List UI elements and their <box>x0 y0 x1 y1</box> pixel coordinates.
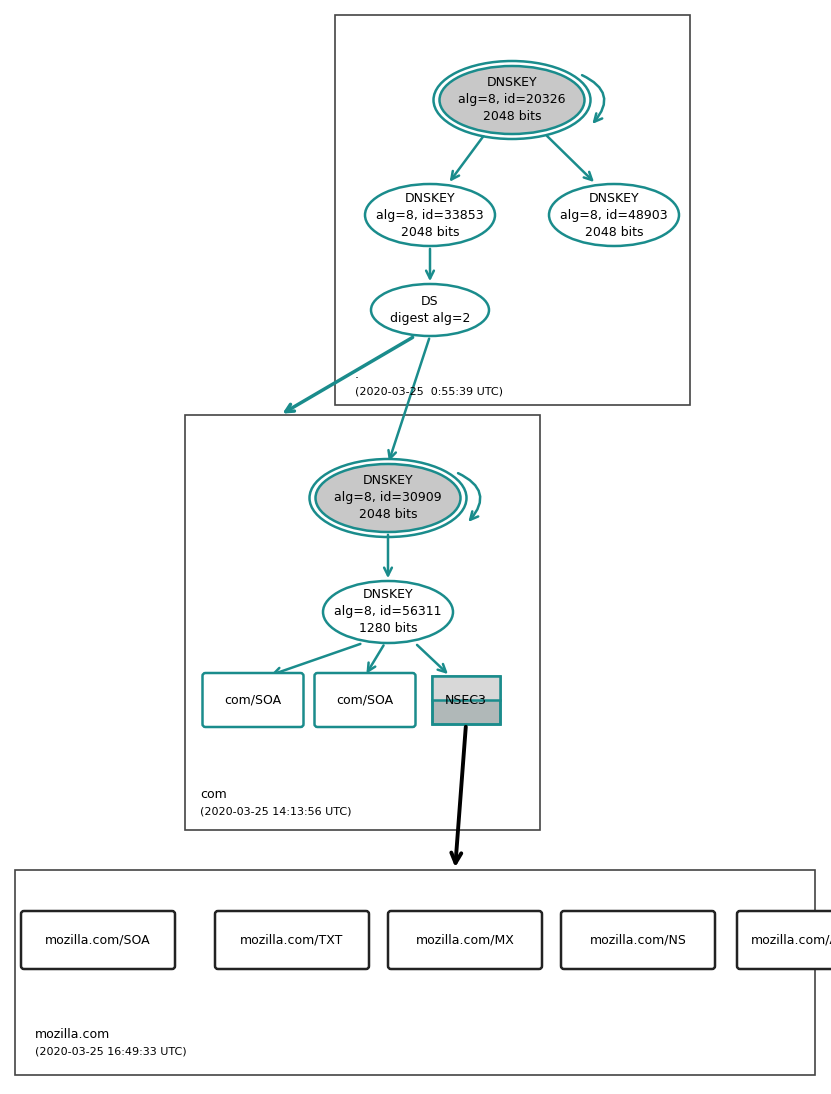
FancyBboxPatch shape <box>15 870 815 1075</box>
FancyBboxPatch shape <box>185 415 540 830</box>
Text: .: . <box>355 369 359 382</box>
FancyBboxPatch shape <box>314 673 416 728</box>
Text: DS
digest alg=2: DS digest alg=2 <box>390 295 470 325</box>
Text: com: com <box>200 789 227 802</box>
Text: mozilla.com/MX: mozilla.com/MX <box>416 933 514 946</box>
FancyBboxPatch shape <box>335 15 690 405</box>
Ellipse shape <box>365 184 495 246</box>
FancyBboxPatch shape <box>561 911 715 969</box>
Ellipse shape <box>440 66 584 133</box>
Text: DNSKEY
alg=8, id=56311
1280 bits: DNSKEY alg=8, id=56311 1280 bits <box>334 589 442 636</box>
Text: DNSKEY
alg=8, id=30909
2048 bits: DNSKEY alg=8, id=30909 2048 bits <box>334 475 442 522</box>
Text: DNSKEY
alg=8, id=48903
2048 bits: DNSKEY alg=8, id=48903 2048 bits <box>560 191 668 238</box>
FancyBboxPatch shape <box>432 676 500 724</box>
FancyBboxPatch shape <box>737 911 831 969</box>
FancyBboxPatch shape <box>432 676 500 700</box>
Text: mozilla.com/TXT: mozilla.com/TXT <box>240 933 344 946</box>
Text: NSEC3: NSEC3 <box>445 694 487 707</box>
FancyArrowPatch shape <box>582 75 604 121</box>
FancyArrowPatch shape <box>458 473 480 520</box>
Text: mozilla.com/NS: mozilla.com/NS <box>589 933 686 946</box>
Text: mozilla.com: mozilla.com <box>35 1028 111 1041</box>
Text: (2020-03-25 16:49:33 UTC): (2020-03-25 16:49:33 UTC) <box>35 1047 187 1057</box>
Ellipse shape <box>371 284 489 336</box>
Ellipse shape <box>323 581 453 643</box>
Text: com/SOA: com/SOA <box>224 694 282 707</box>
Ellipse shape <box>549 184 679 246</box>
FancyBboxPatch shape <box>203 673 303 728</box>
Text: com/SOA: com/SOA <box>337 694 394 707</box>
FancyBboxPatch shape <box>215 911 369 969</box>
Text: DNSKEY
alg=8, id=33853
2048 bits: DNSKEY alg=8, id=33853 2048 bits <box>376 191 484 238</box>
Text: (2020-03-25 14:13:56 UTC): (2020-03-25 14:13:56 UTC) <box>200 807 352 817</box>
Text: mozilla.com/SOA: mozilla.com/SOA <box>45 933 150 946</box>
Text: (2020-03-25  0:55:39 UTC): (2020-03-25 0:55:39 UTC) <box>355 387 503 397</box>
Text: mozilla.com/A: mozilla.com/A <box>751 933 831 946</box>
Text: DNSKEY
alg=8, id=20326
2048 bits: DNSKEY alg=8, id=20326 2048 bits <box>458 77 566 124</box>
FancyBboxPatch shape <box>21 911 175 969</box>
Ellipse shape <box>316 464 460 532</box>
FancyBboxPatch shape <box>388 911 542 969</box>
